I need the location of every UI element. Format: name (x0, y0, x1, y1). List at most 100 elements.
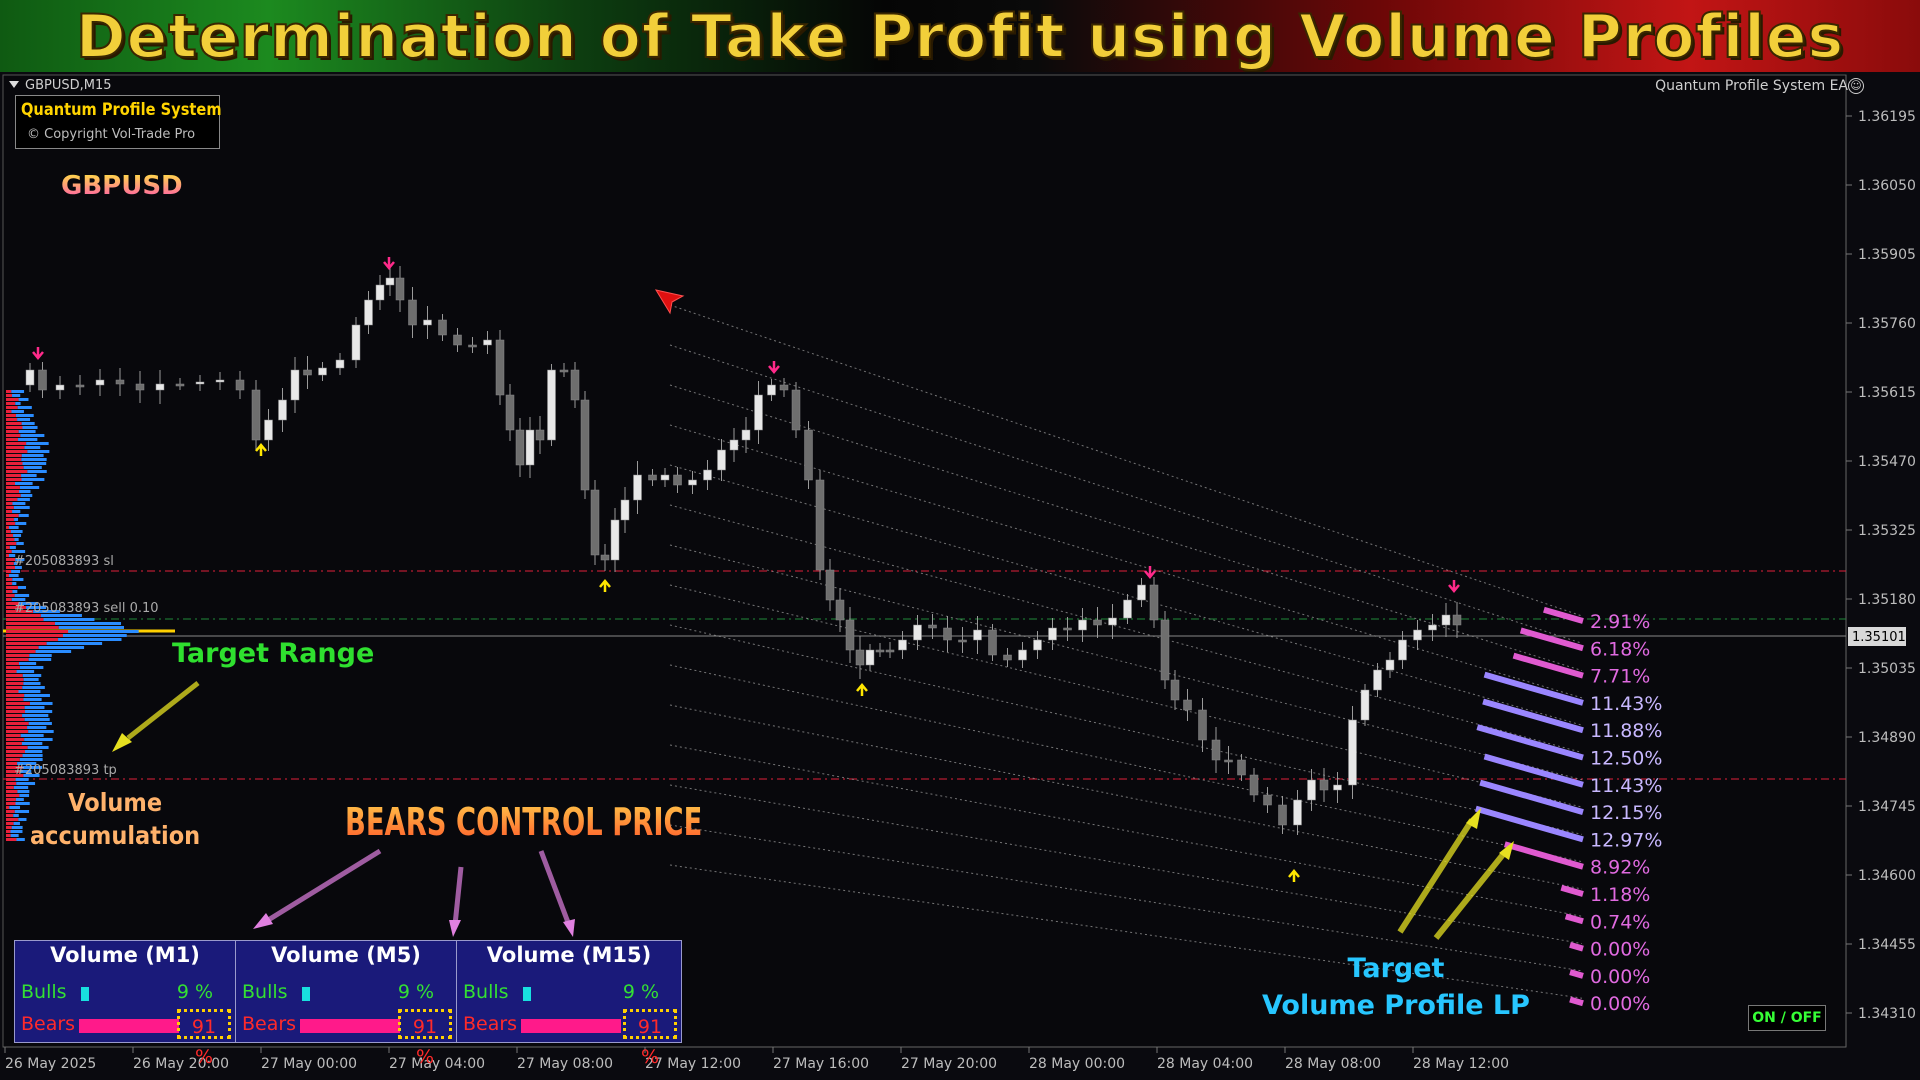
annotation-arrows (112, 681, 1514, 940)
candle (25, 369, 35, 386)
price-tick-label: 1.35325 (1858, 523, 1916, 539)
bulls-percent: 9 % (397, 981, 434, 1003)
bears-control-label: BEARS CONTROL PRICE (345, 800, 703, 844)
tp-volume-bar (1474, 805, 1584, 843)
tp-level-label: 0.00% (1590, 939, 1650, 961)
order-tp-label: #205083893 tp (14, 763, 117, 778)
candle (1398, 639, 1407, 661)
candle (845, 619, 855, 651)
bears-percent: 91 % (623, 1009, 677, 1068)
tp-level-label: 0.00% (1590, 966, 1650, 988)
candle (38, 369, 47, 391)
time-tick-label: 28 May 12:00 (1413, 1056, 1509, 1072)
brand-box: Quantum Profile System © Copyright Vol-T… (15, 95, 222, 149)
candle (155, 383, 165, 391)
candle (741, 429, 751, 441)
tp-level-label: 12.97% (1590, 829, 1662, 851)
tp-volume-bar (1483, 671, 1584, 706)
candle (648, 474, 657, 481)
candle (600, 554, 610, 561)
candle (483, 339, 492, 346)
time-tick-label: 28 May 08:00 (1285, 1056, 1381, 1072)
candle (973, 629, 982, 641)
price-tick-label: 1.34890 (1858, 730, 1916, 746)
price-chart[interactable]: 1.36195 1.36050 1.35905 1.35760 1.35615 1.354… (0, 72, 1920, 1080)
candle (408, 299, 417, 326)
candle (1160, 619, 1170, 681)
bears-label: Bears (463, 1013, 518, 1035)
candle (590, 489, 600, 556)
time-tick-label: 27 May 08:00 (517, 1056, 613, 1072)
candle (175, 383, 185, 387)
candle (318, 367, 327, 376)
candle (1224, 759, 1233, 763)
bull-arrow-icon (856, 683, 868, 696)
bull-arrow-icon (599, 579, 611, 592)
candle (1078, 619, 1087, 631)
bears-label: Bears (242, 1013, 297, 1035)
tp-level-label: 11.43% (1590, 775, 1662, 797)
candle (717, 449, 726, 471)
candle (1360, 689, 1370, 721)
time-tick-label: 27 May 04:00 (389, 1056, 485, 1072)
candle (235, 379, 245, 391)
candle (1018, 649, 1027, 661)
candle (1003, 654, 1012, 661)
candle (580, 399, 590, 491)
tp-level-label: 7.71% (1590, 666, 1650, 688)
title-banner: Determination of Take Profit using Volum… (0, 0, 1920, 73)
candle (195, 381, 205, 385)
target-range-label: Target Range (172, 638, 375, 669)
tp-volume-bar (1560, 884, 1584, 897)
tp-volume-bar (1503, 841, 1584, 870)
candle (547, 369, 556, 441)
candle (468, 344, 477, 348)
candle (1348, 719, 1357, 786)
candle (303, 369, 312, 376)
candle (660, 474, 670, 481)
candle (375, 284, 385, 301)
volume-m1-column: Volume (M1) Bulls 9 % Bears 91 % (15, 941, 236, 1068)
smiley-icon[interactable]: ☺ (1848, 78, 1864, 94)
tp-level-label: 11.43% (1590, 693, 1662, 715)
tp-volume-bar (1512, 652, 1584, 679)
bear-arrow-icon (1144, 566, 1156, 579)
bull-arrow-icon (1288, 869, 1300, 882)
candle (815, 479, 825, 571)
candle (898, 639, 907, 651)
candle (335, 359, 345, 369)
candle (703, 469, 712, 481)
candle (423, 319, 432, 326)
on-off-button[interactable]: ON / OFF (1748, 1005, 1826, 1031)
tp-level-label: 6.18% (1590, 638, 1650, 660)
candle (1211, 739, 1221, 761)
candle (958, 639, 967, 643)
tp-level-label: 8.92% (1590, 857, 1650, 879)
order-sl-label: #205083893 sl (14, 554, 114, 569)
bull-arrow-icon (255, 443, 267, 456)
time-tick-label: 28 May 04:00 (1157, 1056, 1253, 1072)
price-tick-label: 1.35905 (1858, 247, 1916, 263)
target-vp-line1: Target (1347, 953, 1445, 984)
chart-menu-icon[interactable] (9, 81, 19, 88)
tp-level-label: 11.88% (1590, 720, 1662, 742)
candlesticks (25, 266, 1462, 835)
bears-bar (79, 1019, 179, 1033)
tp-volume-bar (1564, 913, 1584, 925)
candle (264, 419, 273, 441)
candle (364, 299, 373, 326)
candle (620, 499, 630, 521)
order-sell-label: #205083893 sell 0.10 (14, 601, 159, 616)
price-tick-label: 1.36195 (1858, 109, 1916, 125)
candle (251, 389, 261, 441)
time-axis: 26 May 2025 26 May 20:00 27 May 00:00 27 Ma… (4, 1047, 1509, 1072)
candle (791, 389, 801, 431)
candle (1385, 659, 1395, 671)
candle (55, 384, 65, 391)
bear-arrow-icon (1448, 580, 1460, 593)
candle (95, 379, 105, 386)
bear-arrow-icon (383, 257, 395, 270)
candle (754, 394, 763, 431)
candle (1263, 794, 1272, 806)
tp-volume-bar (1569, 941, 1584, 952)
